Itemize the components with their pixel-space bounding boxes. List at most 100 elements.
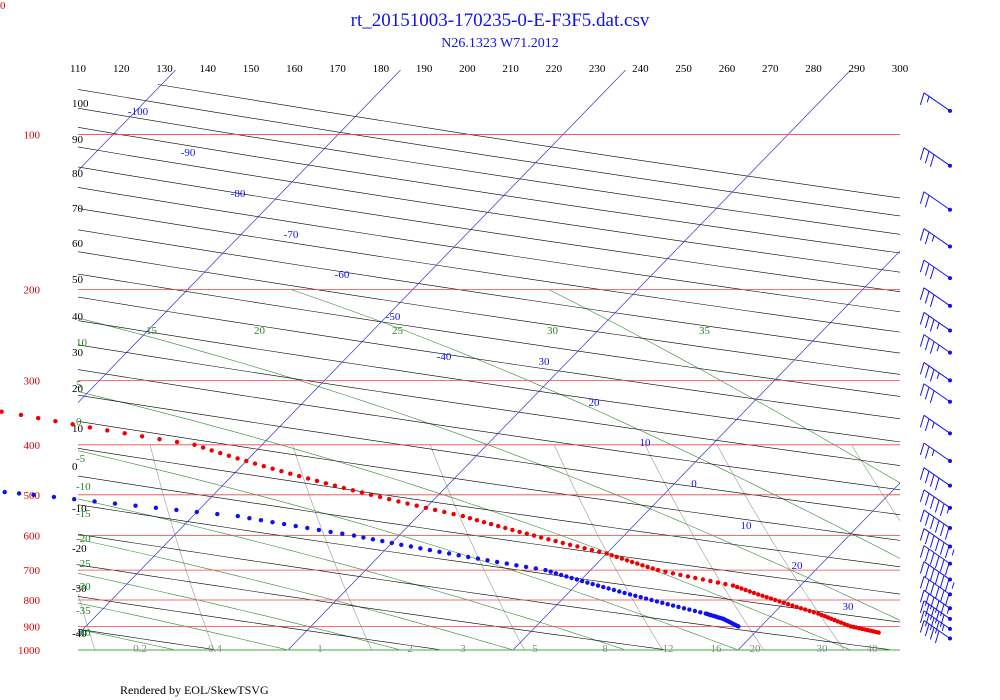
wind-barb-flag xyxy=(924,231,930,245)
moist-adiabat-line xyxy=(548,289,900,484)
theta-tick-label: 130 xyxy=(156,63,173,75)
data-point xyxy=(359,490,365,495)
wind-barb-flag xyxy=(924,471,930,484)
dry-adiabat-line xyxy=(78,564,668,650)
wind-barb-flag xyxy=(929,617,935,631)
data-point xyxy=(305,525,310,531)
data-point xyxy=(316,527,322,533)
wind-barb xyxy=(919,489,952,516)
data-point xyxy=(494,559,500,565)
data-point xyxy=(474,518,480,523)
data-point xyxy=(609,553,614,558)
data-point xyxy=(543,567,548,573)
data-point xyxy=(876,630,881,635)
data-point xyxy=(87,425,93,430)
data-point xyxy=(595,583,601,588)
data-point xyxy=(340,531,345,536)
wind-barb-flag xyxy=(919,467,925,480)
wind-barb-flag xyxy=(934,500,940,513)
data-point xyxy=(194,509,199,515)
wind-barb-flag xyxy=(919,259,925,273)
pressure-label: 600 xyxy=(24,531,41,543)
data-point xyxy=(133,503,138,508)
wind-barb-flag xyxy=(929,294,935,307)
data-point xyxy=(244,458,249,464)
wind-barb-flag xyxy=(944,527,950,540)
data-point xyxy=(157,437,162,442)
wind-barb-flag xyxy=(919,362,925,375)
wind-barb-flag xyxy=(939,614,945,627)
wind-barb-flag xyxy=(924,579,930,593)
wind-barb-flag xyxy=(934,621,940,634)
wind-barb-flag xyxy=(919,383,925,396)
wind-barb-flag xyxy=(924,315,930,329)
theta-e-label: -25 xyxy=(76,558,91,570)
theta-tick-label: 270 xyxy=(762,63,779,75)
data-point xyxy=(387,497,392,502)
data-point xyxy=(314,478,320,484)
wind-barb-shaft xyxy=(923,589,951,609)
wind-barb xyxy=(919,509,952,540)
wind-barb-flag xyxy=(929,583,935,596)
theta-tick-label: 290 xyxy=(848,63,865,75)
wind-barb-flag xyxy=(929,607,935,620)
theta-e-label: 25 xyxy=(392,325,404,337)
data-point xyxy=(192,442,197,447)
data-point xyxy=(548,569,553,574)
isotherm-label: 30 xyxy=(539,356,551,368)
data-point xyxy=(361,535,366,540)
data-point xyxy=(633,593,638,598)
wind-barb-flag xyxy=(934,600,940,613)
wind-barb-flag xyxy=(919,509,925,523)
data-point xyxy=(16,491,22,496)
wind-barb-flag xyxy=(924,564,930,578)
data-point xyxy=(781,600,786,605)
theta-side-label: -40 xyxy=(72,628,87,640)
isotherm-line xyxy=(78,70,626,636)
data-point xyxy=(760,593,765,598)
data-point xyxy=(611,587,617,593)
wind-barb-flag xyxy=(924,549,930,562)
wind-barb-shaft xyxy=(923,383,951,403)
wind-barb-flag xyxy=(934,630,940,644)
wind-barb-flag xyxy=(929,154,935,167)
wind-barb-flag xyxy=(931,235,935,242)
data-point xyxy=(785,602,791,607)
dry-adiabat-line xyxy=(78,166,900,293)
wind-barb-flag xyxy=(941,624,945,632)
pressure-label: 100 xyxy=(24,129,41,141)
theta-e-label: 0 xyxy=(76,416,82,428)
wind-barb-flag xyxy=(924,614,930,627)
wind-barb xyxy=(919,610,952,634)
data-point xyxy=(654,599,660,604)
data-point xyxy=(777,599,782,604)
wind-barb xyxy=(919,561,955,592)
data-point xyxy=(252,461,258,466)
wind-barb-flag xyxy=(924,337,930,351)
data-point xyxy=(368,492,374,497)
data-point xyxy=(538,535,544,540)
wind-barb-flag xyxy=(919,415,925,428)
data-point xyxy=(687,607,692,612)
data-point xyxy=(517,529,522,535)
theta-side-label: 60 xyxy=(72,238,84,250)
dry-adiabat-line xyxy=(78,534,893,650)
theta-tick-label: 280 xyxy=(805,63,822,75)
wind-barb-flag xyxy=(919,610,925,624)
data-point xyxy=(643,596,649,601)
data-point xyxy=(437,549,442,554)
mixing-ratio-label: 1 xyxy=(317,643,323,655)
wind-barb-shaft xyxy=(923,442,951,462)
wind-barb-flag xyxy=(944,545,950,559)
moist-adiabat-line xyxy=(78,538,514,650)
data-point xyxy=(645,564,650,570)
wind-barb-flag xyxy=(924,531,930,545)
theta-side-label: 80 xyxy=(72,168,84,180)
data-point xyxy=(845,623,850,628)
dewpoint-trace xyxy=(2,489,741,629)
data-point xyxy=(678,572,683,578)
dry-adiabat-line xyxy=(78,127,900,254)
theta-e-label: 10 xyxy=(76,337,88,349)
isotherm-label: 0 xyxy=(691,478,697,490)
